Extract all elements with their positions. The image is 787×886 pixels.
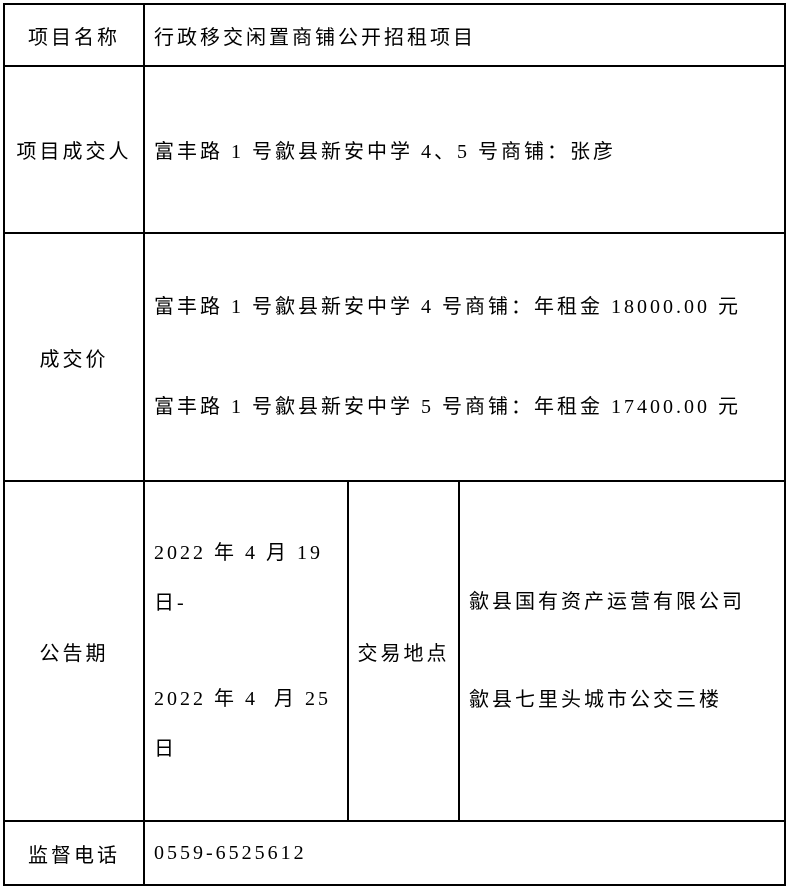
announcement-period-line-2: 2022 年 4 月 25 日 xyxy=(154,688,339,760)
winner-value: 富丰路 1 号歙县新安中学 4、5 号商铺：张彦 xyxy=(142,65,787,234)
supervision-phone-value: 0559-6525612 xyxy=(142,820,787,886)
trade-location-label: 交易地点 xyxy=(347,480,460,822)
row-announcement-period: 公告期 2022 年 4 月 19 日- 2022 年 4 月 25 日 交易地… xyxy=(3,480,787,822)
row-deal-price: 成交价 富丰路 1 号歙县新安中学 4 号商铺：年租金 18000.00 元 富… xyxy=(3,232,787,482)
deal-price-value: 富丰路 1 号歙县新安中学 4 号商铺：年租金 18000.00 元 富丰路 1… xyxy=(142,232,787,482)
project-name-label: 项目名称 xyxy=(3,3,145,67)
trade-location-value: 歙县国有资产运营有限公司 歙县七里头城市公交三楼 xyxy=(457,480,787,822)
trade-location-line-1: 歙县国有资产运营有限公司 xyxy=(469,591,745,613)
announcement-period-label: 公告期 xyxy=(3,480,145,822)
announcement-period-line-1: 2022 年 4 月 19 日- xyxy=(154,542,331,614)
deal-price-line-2: 富丰路 1 号歙县新安中学 5 号商铺：年租金 17400.00 元 xyxy=(154,396,741,418)
row-winner: 项目成交人 富丰路 1 号歙县新安中学 4、5 号商铺：张彦 xyxy=(3,65,787,234)
winner-label: 项目成交人 xyxy=(3,65,145,234)
award-announcement-table: 项目名称 行政移交闲置商铺公开招租项目 项目成交人 富丰路 1 号歙县新安中学 … xyxy=(3,3,787,886)
row-supervision-phone: 监督电话 0559-6525612 xyxy=(3,820,787,886)
supervision-phone-label: 监督电话 xyxy=(3,820,145,886)
announcement-period-value: 2022 年 4 月 19 日- 2022 年 4 月 25 日 xyxy=(143,480,349,822)
project-name-value: 行政移交闲置商铺公开招租项目 xyxy=(142,3,787,67)
deal-price-label: 成交价 xyxy=(3,232,145,482)
deal-price-line-1: 富丰路 1 号歙县新安中学 4 号商铺：年租金 18000.00 元 xyxy=(154,296,741,318)
row-project-name: 项目名称 行政移交闲置商铺公开招租项目 xyxy=(3,3,787,67)
trade-location-line-2: 歙县七里头城市公交三楼 xyxy=(469,689,722,711)
